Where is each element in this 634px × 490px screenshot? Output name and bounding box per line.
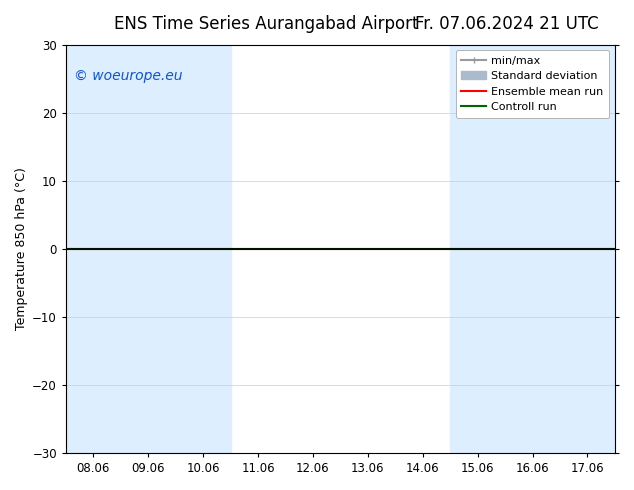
Bar [66, 45, 121, 453]
Bar [121, 45, 176, 453]
Bar [450, 45, 505, 453]
Y-axis label: Temperature 850 hPa (°C): Temperature 850 hPa (°C) [15, 167, 28, 330]
Bar [176, 45, 231, 453]
Text: Fr. 07.06.2024 21 UTC: Fr. 07.06.2024 21 UTC [415, 15, 599, 33]
Bar [560, 45, 615, 453]
Bar [505, 45, 560, 453]
Text: © woeurope.eu: © woeurope.eu [74, 69, 183, 83]
Text: ENS Time Series Aurangabad Airport: ENS Time Series Aurangabad Airport [114, 15, 418, 33]
Legend: min/max, Standard deviation, Ensemble mean run, Controll run: min/max, Standard deviation, Ensemble me… [456, 50, 609, 118]
